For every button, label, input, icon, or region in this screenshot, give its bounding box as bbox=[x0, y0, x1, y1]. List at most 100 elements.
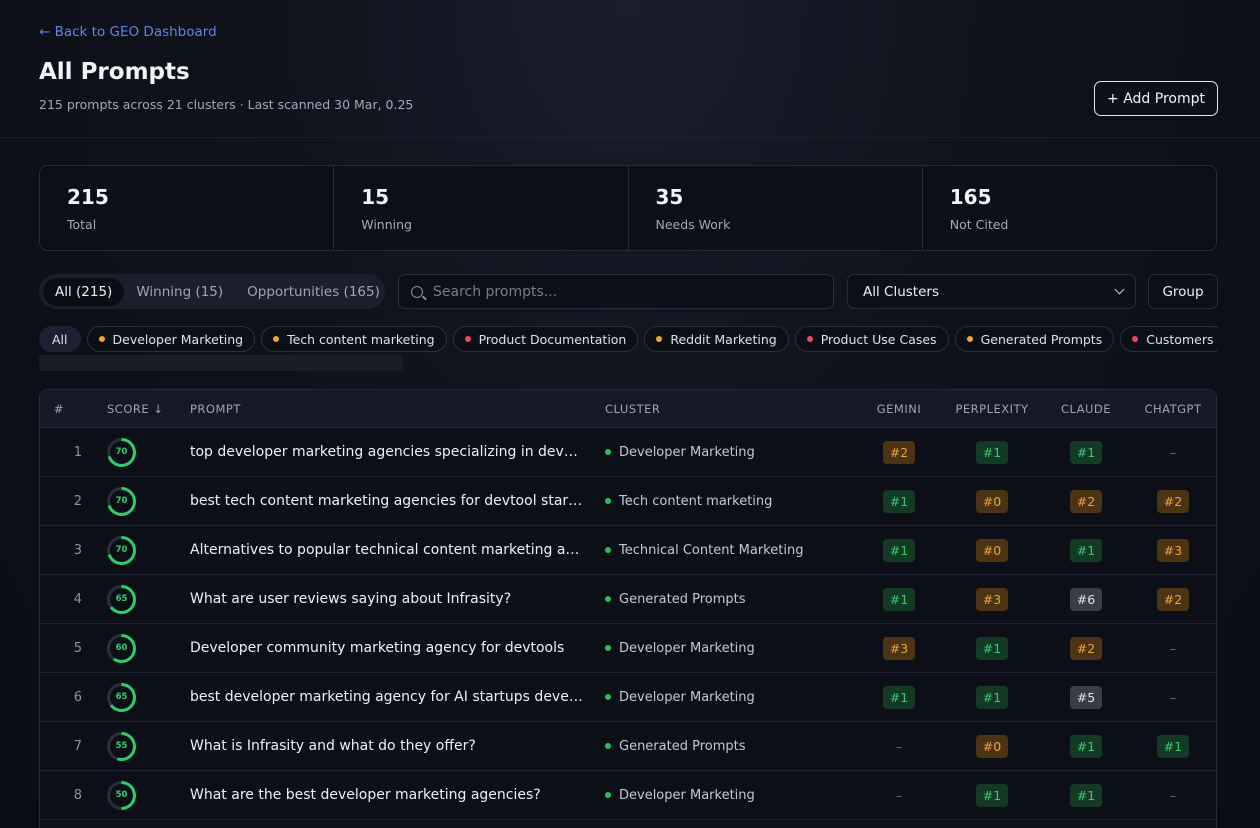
stat-total: 215 Total bbox=[40, 166, 335, 250]
engine-rank-cell: #3 bbox=[859, 624, 939, 672]
rank-badge: #3 bbox=[1157, 538, 1189, 562]
prompt-text[interactable]: What are the best developer marketing ag… bbox=[190, 787, 541, 803]
cluster-cell: Developer Marketing bbox=[605, 771, 755, 819]
status-dot-icon bbox=[966, 336, 973, 342]
rank-badge: #6 bbox=[1070, 587, 1102, 611]
engine-rank-cell: #3 bbox=[952, 575, 1032, 623]
score-ring: 65 bbox=[107, 584, 136, 614]
rank-badge: #1 bbox=[1070, 734, 1102, 758]
status-dot-icon bbox=[605, 792, 611, 798]
row-number: 6 bbox=[73, 689, 82, 705]
row-number: 4 bbox=[73, 591, 82, 607]
prompt-text[interactable]: Developer community marketing agency for… bbox=[190, 640, 565, 656]
prompt-text[interactable]: What are user reviews saying about Infra… bbox=[190, 591, 512, 607]
tab-winning[interactable]: Winning (15) bbox=[136, 283, 224, 300]
status-dot-icon bbox=[464, 336, 471, 342]
prompt-text[interactable]: best tech content marketing agencies for… bbox=[190, 493, 585, 509]
col-score-header[interactable]: SCORE ↓ bbox=[107, 401, 164, 416]
table-row[interactable]: 3 70 Alternatives to popular technical con… bbox=[40, 526, 1216, 575]
score-value: 65 bbox=[115, 692, 128, 702]
score-cell: 70 bbox=[107, 526, 136, 574]
chip-label: Tech content marketing bbox=[287, 331, 435, 347]
rank-badge: – bbox=[895, 738, 903, 754]
cluster-cell: Tech content marketing bbox=[605, 477, 772, 525]
chip-label: Generated Prompts bbox=[980, 331, 1103, 347]
cluster-select[interactable]: All Clusters bbox=[847, 274, 1136, 309]
stat-not-cited: 165 Not Cited bbox=[923, 166, 1216, 250]
cluster-cell: Generated Prompts bbox=[605, 722, 746, 770]
engine-rank-cell: #1 bbox=[1046, 771, 1126, 819]
score-value: 60 bbox=[115, 643, 128, 653]
chips-scrollbar[interactable] bbox=[39, 355, 403, 371]
stat-label: Total bbox=[67, 217, 97, 232]
engine-rank-cell: #3 bbox=[1133, 526, 1213, 574]
table-header: # SCORE ↓ PROMPT CLUSTER GEMINI PERPLEXI… bbox=[40, 390, 1216, 428]
cluster-name: Developer Marketing bbox=[619, 689, 755, 705]
prompt-text[interactable]: best developer marketing agency for AI s… bbox=[190, 689, 585, 705]
score-value: 65 bbox=[115, 594, 128, 604]
filter-tabs: All (215) Winning (15) Opportunities (16… bbox=[39, 274, 385, 309]
rank-badge: #1 bbox=[1070, 783, 1102, 807]
table-row[interactable]: 2 70 best tech content marketing agencies … bbox=[40, 477, 1216, 526]
status-dot-icon bbox=[273, 336, 280, 342]
status-dot-icon bbox=[605, 694, 611, 700]
cluster-chip[interactable]: Generated Prompts bbox=[954, 326, 1115, 352]
rank-badge: – bbox=[1169, 640, 1177, 656]
stat-winning: 15 Winning bbox=[334, 166, 629, 250]
rank-badge: #3 bbox=[976, 587, 1008, 611]
table-row[interactable]: 6 65 best developer marketing agency for A… bbox=[40, 673, 1216, 722]
engine-rank-cell: #1 bbox=[952, 771, 1032, 819]
cluster-chip[interactable]: Reddit Marketing bbox=[644, 326, 789, 352]
tab-all[interactable]: All (215) bbox=[43, 277, 125, 306]
engine-rank-cell: #1 bbox=[1046, 526, 1126, 574]
table-row[interactable]: 1 70 top developer marketing agencies spec… bbox=[40, 428, 1216, 477]
table-row[interactable]: 5 60 Developer community marketing agency … bbox=[40, 624, 1216, 673]
rank-badge: #2 bbox=[1157, 489, 1189, 513]
engine-rank-cell: – bbox=[1133, 771, 1213, 819]
cluster-name: Generated Prompts bbox=[619, 738, 746, 754]
cluster-name: Developer Marketing bbox=[619, 640, 755, 656]
cluster-chip[interactable]: Developer Marketing bbox=[86, 326, 256, 352]
cluster-chip[interactable]: Product Use Cases bbox=[794, 326, 949, 352]
prompt-text[interactable]: What is Infrasity and what do they offer… bbox=[190, 738, 476, 754]
col-chatgpt-header: CHATGPT bbox=[1144, 401, 1202, 416]
table-row[interactable]: 8 50 What are the best developer marketing… bbox=[40, 771, 1216, 820]
rank-badge: – bbox=[1169, 787, 1177, 803]
engine-rank-cell: #5 bbox=[1046, 673, 1126, 721]
engine-rank-cell: #0 bbox=[952, 526, 1032, 574]
chip-all[interactable]: All bbox=[39, 326, 81, 352]
row-number: 2 bbox=[73, 493, 82, 509]
engine-rank-cell: #2 bbox=[1046, 624, 1126, 672]
rank-badge: #2 bbox=[883, 440, 915, 464]
cluster-name: Developer Marketing bbox=[619, 444, 755, 460]
back-to-dashboard-link[interactable]: ← Back to GEO Dashboard bbox=[39, 24, 217, 40]
cluster-chip[interactable]: Customers bbox=[1120, 326, 1218, 352]
engine-rank-cell: #1 bbox=[859, 477, 939, 525]
prompt-text[interactable]: Alternatives to popular technical conten… bbox=[190, 542, 585, 558]
cluster-cell: Developer Marketing bbox=[605, 673, 755, 721]
group-button[interactable]: Group bbox=[1148, 274, 1218, 309]
score-cell: 65 bbox=[107, 673, 136, 721]
row-number: 1 bbox=[73, 444, 82, 460]
search-input[interactable] bbox=[433, 283, 813, 300]
score-ring: 55 bbox=[107, 731, 136, 761]
score-cell: 70 bbox=[107, 477, 136, 525]
score-value: 50 bbox=[115, 790, 128, 800]
table-row[interactable]: 4 65 What are user reviews saying about In… bbox=[40, 575, 1216, 624]
cluster-cell: Technical Content Marketing bbox=[605, 526, 803, 574]
col-num-header: # bbox=[53, 401, 65, 416]
status-dot-icon bbox=[656, 336, 663, 342]
score-cell: 70 bbox=[107, 428, 136, 476]
score-ring: 70 bbox=[107, 437, 136, 467]
row-number: 3 bbox=[73, 542, 82, 558]
tab-opportunities[interactable]: Opportunities (165) bbox=[247, 283, 380, 300]
prompt-text[interactable]: top developer marketing agencies special… bbox=[190, 444, 585, 460]
add-prompt-button[interactable]: + Add Prompt bbox=[1094, 81, 1218, 116]
table-row[interactable]: 7 55 What is Infrasity and what do they of… bbox=[40, 722, 1216, 771]
score-cell: 65 bbox=[107, 575, 136, 623]
cluster-chip[interactable]: Product Documentation bbox=[452, 326, 639, 352]
rank-badge: – bbox=[1169, 689, 1177, 705]
score-ring: 65 bbox=[107, 682, 136, 712]
rank-badge: – bbox=[895, 787, 903, 803]
cluster-chip[interactable]: Tech content marketing bbox=[261, 326, 447, 352]
